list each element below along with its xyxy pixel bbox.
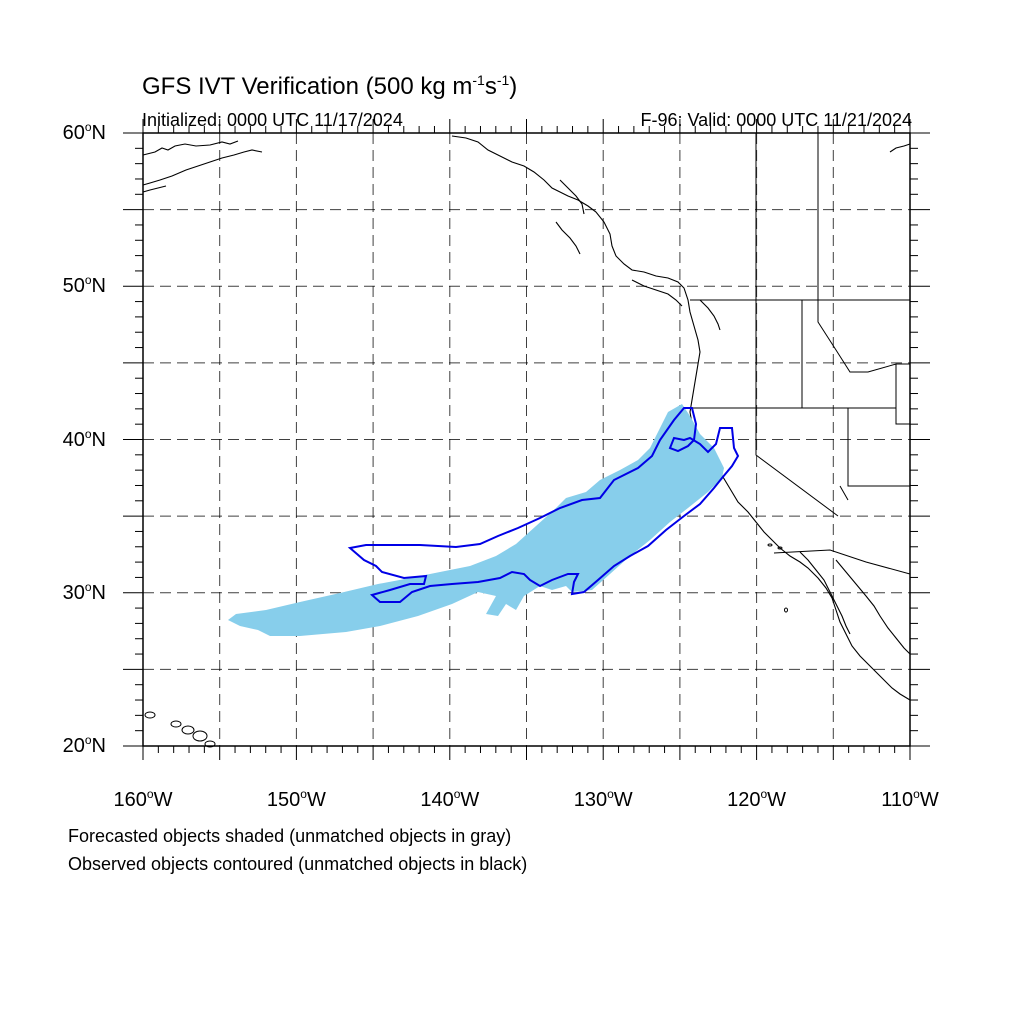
coastline bbox=[835, 559, 911, 655]
coastline bbox=[799, 551, 851, 635]
lat-label: 20oN bbox=[62, 733, 106, 757]
map-title: GFS IVT Verification (500 kg m-1s-1) bbox=[142, 72, 518, 100]
lon-label: 150oW bbox=[266, 787, 326, 811]
state-border bbox=[839, 485, 849, 501]
init-time-label: Initialized: 0000 UTC 11/17/2024 bbox=[142, 110, 403, 130]
lon-label: 110oW bbox=[881, 787, 939, 811]
lon-label: 160oW bbox=[113, 787, 173, 811]
legend-forecast-note: Forecasted objects shaded (unmatched obj… bbox=[68, 826, 512, 846]
hawaii-island bbox=[170, 720, 182, 728]
coastline bbox=[555, 221, 581, 255]
coastline bbox=[889, 143, 911, 153]
forecast-object-shaded bbox=[228, 404, 724, 636]
coastline bbox=[699, 299, 721, 331]
coastline bbox=[631, 279, 683, 307]
coastline bbox=[451, 135, 911, 701]
coastline bbox=[559, 179, 585, 215]
state-border bbox=[773, 549, 911, 575]
coastline bbox=[142, 149, 263, 186]
hawaii-island bbox=[204, 740, 216, 748]
offshore-island bbox=[777, 546, 783, 550]
state-border bbox=[817, 300, 910, 425]
offshore-island bbox=[784, 607, 788, 613]
lon-label: 120oW bbox=[727, 787, 787, 811]
lat-label: 60oN bbox=[62, 120, 106, 144]
coastline bbox=[142, 140, 239, 156]
coastline bbox=[142, 185, 167, 193]
lat-label: 40oN bbox=[62, 426, 106, 451]
valid-time-label: F-96: Valid: 0000 UTC 11/21/2024 bbox=[640, 110, 913, 130]
lat-label: 50oN bbox=[62, 273, 106, 298]
legend-observed-note: Observed objects contoured (unmatched ob… bbox=[68, 854, 528, 874]
lat-label: 30oN bbox=[62, 579, 106, 604]
offshore-island bbox=[767, 543, 773, 547]
state-border bbox=[755, 133, 839, 517]
hawaii-island bbox=[144, 711, 156, 719]
hawaii-island bbox=[192, 730, 208, 742]
lon-label: 140oW bbox=[420, 787, 480, 811]
state-border bbox=[847, 408, 910, 487]
hawaii-island bbox=[181, 725, 195, 735]
lon-label: 130oW bbox=[573, 787, 633, 811]
observed-object-contour bbox=[347, 407, 740, 603]
